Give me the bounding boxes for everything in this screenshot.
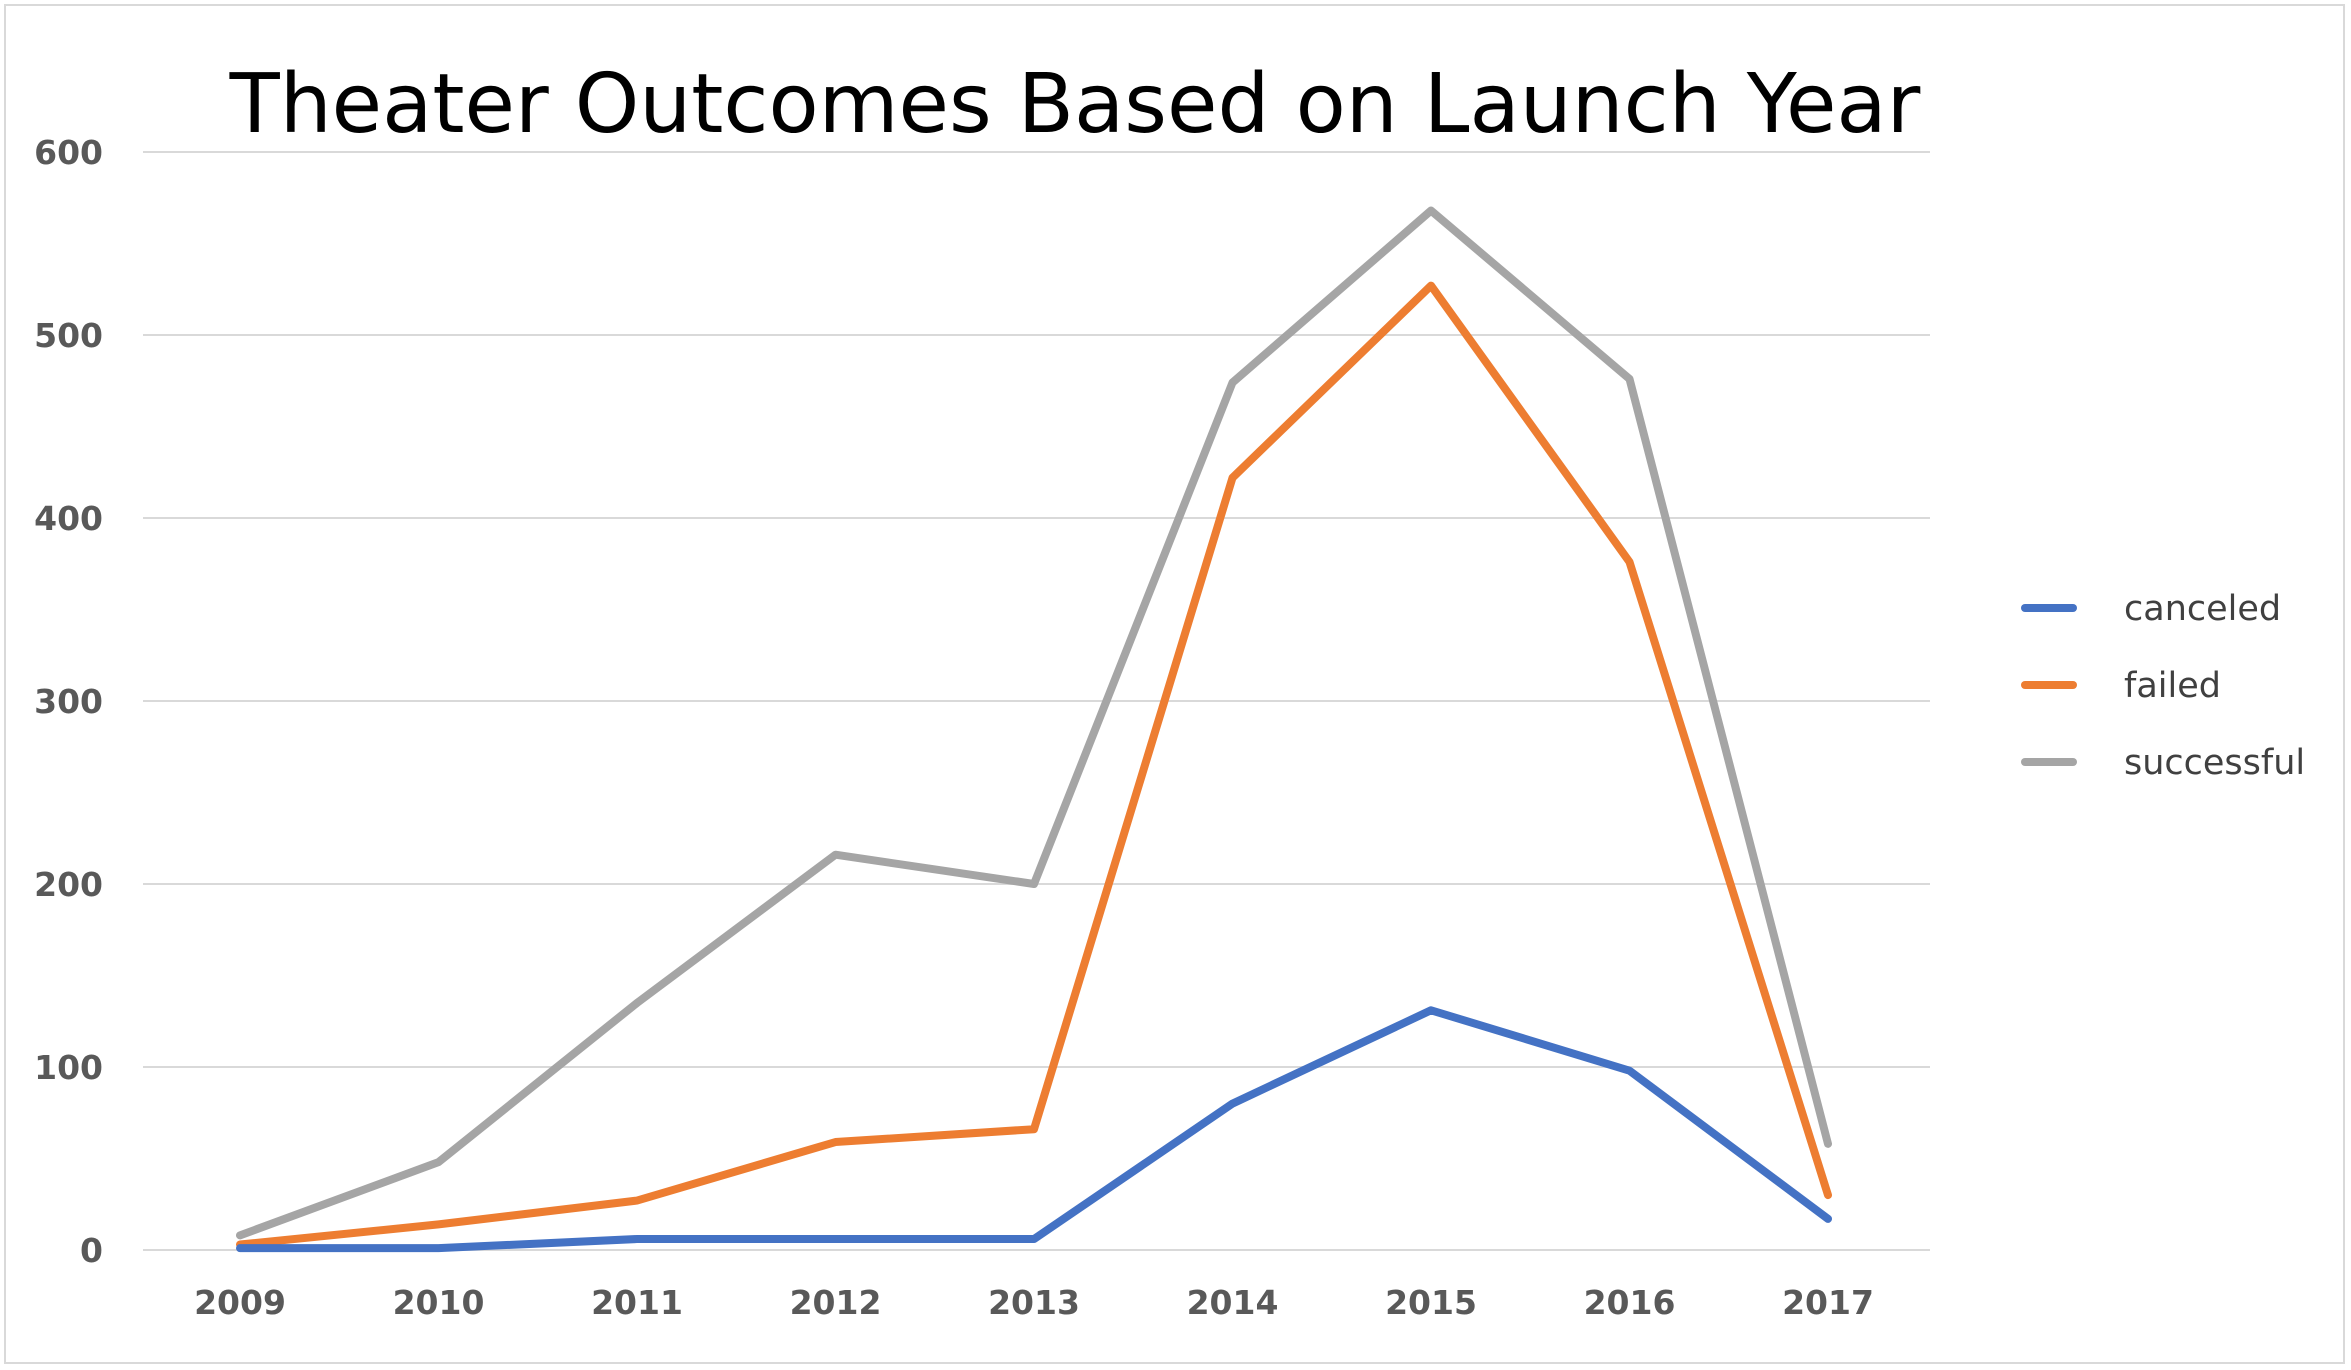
chart-frame (4, 4, 2345, 1364)
x-tick-label: 2015 (1385, 1283, 1477, 1322)
x-tick-label: 2012 (790, 1283, 882, 1322)
y-tick-label: 400 (34, 499, 103, 538)
y-tick-label: 0 (80, 1231, 103, 1270)
x-tick-label: 2009 (194, 1283, 286, 1322)
y-tick-label: 100 (34, 1048, 103, 1087)
x-tick-label: 2010 (393, 1283, 485, 1322)
x-tick-label: 2013 (988, 1283, 1080, 1322)
series-line-successful (236, 206, 1832, 1240)
x-tick-label: 2014 (1187, 1283, 1279, 1322)
x-tick-label: 2017 (1782, 1283, 1874, 1322)
y-axis: 0 100 200 300 400 500 600 (34, 133, 103, 1270)
y-tick-label: 200 (34, 865, 103, 904)
chart-title: Theater Outcomes Based on Launch Year (229, 57, 1921, 152)
legend-label-successful: successful (2124, 743, 2305, 783)
legend-label-canceled: canceled (2124, 589, 2281, 629)
x-axis: 2009 2010 2011 2012 2013 2014 2015 2016 2017 (194, 1283, 1874, 1322)
legend-label-failed: failed (2124, 666, 2221, 706)
series-lines (236, 206, 1832, 1253)
x-tick-label: 2016 (1584, 1283, 1676, 1322)
y-tick-label: 300 (34, 682, 103, 721)
gridlines (143, 151, 1930, 1251)
y-tick-label: 500 (34, 316, 103, 355)
x-tick-label: 2011 (591, 1283, 683, 1322)
y-tick-label: 600 (34, 133, 103, 172)
legend: canceled failed successful (2021, 589, 2305, 783)
series-line-failed (236, 281, 1832, 1249)
